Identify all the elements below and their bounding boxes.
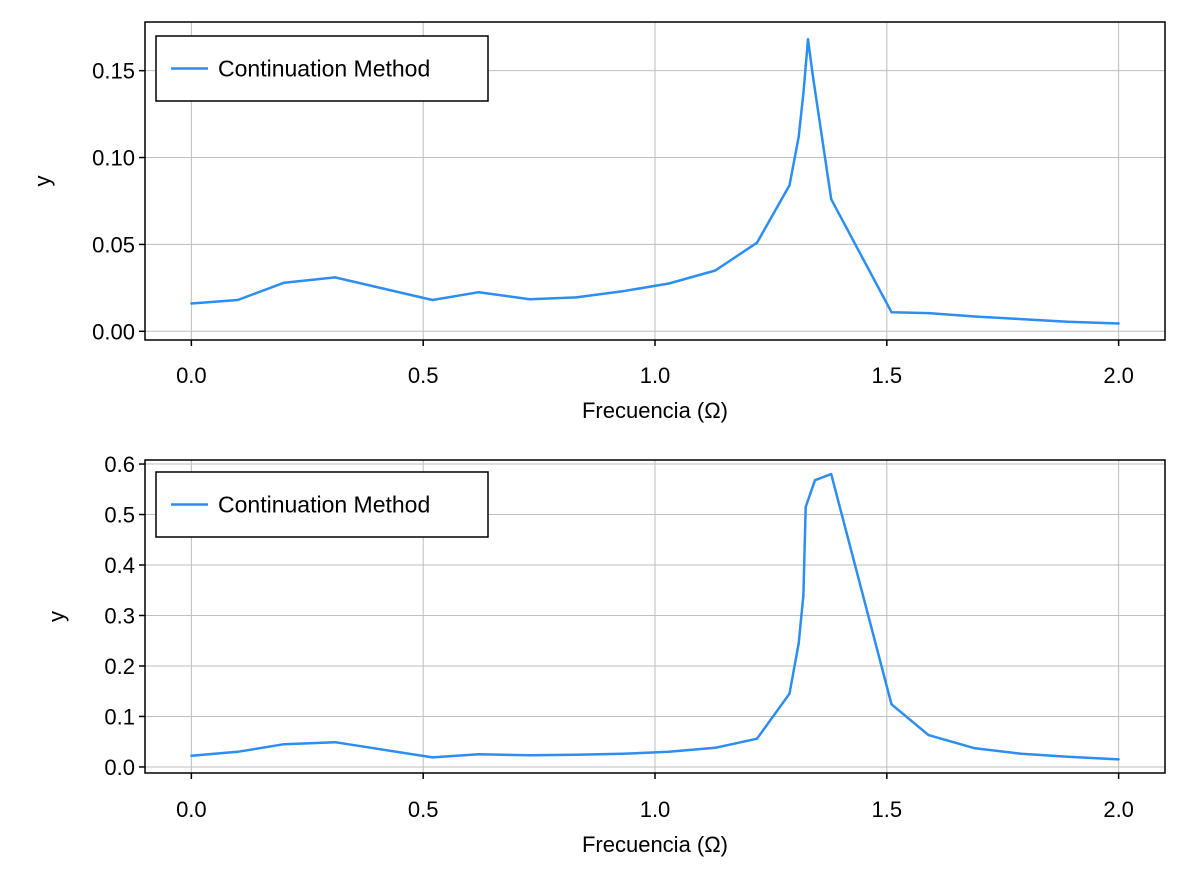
x-tick-label: 2.0 (1103, 797, 1134, 822)
y-axis-label: y (44, 611, 69, 622)
data-point (1117, 322, 1120, 325)
data-point (574, 296, 578, 299)
data-point (282, 281, 286, 284)
series-line (191, 38, 1119, 325)
y-tick-label: 0.0 (104, 755, 135, 780)
data-point (236, 298, 239, 302)
data-point (714, 269, 717, 272)
data-point (477, 291, 481, 294)
data-point (1020, 752, 1023, 756)
data-point (890, 310, 893, 314)
x-tick-label: 1.5 (872, 363, 903, 388)
data-point (528, 297, 532, 301)
data-point (788, 692, 791, 695)
data-point (802, 92, 805, 95)
data-point (333, 276, 337, 279)
y-tick-label: 0.05 (92, 232, 135, 257)
legend: Continuation Method (155, 471, 489, 538)
x-axis-label: Frecuencia (Ω) (582, 398, 728, 423)
y-tick-label: 0.6 (104, 452, 135, 477)
y-tick-label: 0.2 (104, 654, 135, 679)
y-tick-label: 0.15 (92, 59, 135, 84)
data-point (927, 311, 930, 315)
data-point (1117, 758, 1120, 761)
x-tick-label: 0.0 (176, 363, 207, 388)
y-tick-label: 0.5 (104, 503, 135, 528)
legend-box (155, 471, 489, 538)
data-point (755, 737, 759, 740)
data-point (813, 478, 817, 482)
data-point (804, 505, 807, 509)
x-tick-label: 0.0 (176, 797, 207, 822)
data-point (621, 290, 624, 293)
data-point (802, 594, 805, 597)
y-tick-label: 0.1 (104, 704, 135, 729)
data-point (890, 703, 893, 706)
legend-label: Continuation Method (218, 492, 430, 518)
data-point (973, 315, 977, 318)
data-point (1066, 320, 1069, 323)
y-tick-label: 0.3 (104, 603, 135, 628)
data-point (829, 198, 833, 201)
legend-box (155, 35, 489, 102)
data-point (829, 472, 833, 476)
data-point (927, 733, 930, 737)
legend-label: Continuation Method (218, 56, 430, 82)
data-point (190, 754, 193, 758)
data-point (797, 642, 800, 645)
data-point (236, 750, 239, 753)
chart-2: 0.0 0.5 1.0 1.5 2.0 0.0 0.1 0.2 0.3 0.4 0.5 0.6 Frec… (44, 452, 1166, 857)
x-tick-label: 0.5 (408, 797, 439, 822)
data-point (190, 302, 193, 305)
data-point (811, 72, 814, 76)
x-tick-label: 1.0 (640, 363, 671, 388)
data-point (755, 241, 759, 244)
data-point (282, 743, 286, 746)
data-point (973, 747, 977, 750)
data-point (1066, 755, 1069, 759)
y-axis-label: y (30, 176, 55, 187)
data-point (528, 754, 532, 757)
data-point (621, 752, 624, 756)
y-tick-label: 0.10 (92, 146, 135, 171)
data-point (333, 741, 337, 744)
x-tick-label: 0.5 (408, 363, 439, 388)
x-axis-label: Frecuencia (Ω) (582, 832, 728, 857)
legend: Continuation Method (155, 35, 489, 102)
x-tick-label: 2.0 (1103, 363, 1134, 388)
data-point (431, 756, 434, 759)
data-point (667, 282, 671, 285)
chart-1: 0.0 0.5 1.0 1.5 2.0 0.00 0.05 0.10 0.15 Frecuenci… (30, 21, 1166, 423)
data-point (797, 135, 800, 138)
series-line (191, 472, 1119, 761)
data-point (667, 750, 671, 753)
data-point (788, 184, 791, 187)
data-point (431, 298, 434, 302)
y-tick-label: 0.00 (92, 319, 135, 344)
data-point (477, 753, 481, 756)
y-tick-label: 0.4 (104, 553, 135, 578)
data-point (714, 746, 717, 749)
x-tick-label: 1.5 (872, 797, 903, 822)
data-point (1020, 317, 1023, 321)
x-tick-label: 1.0 (640, 797, 671, 822)
data-point (806, 38, 810, 41)
data-point (574, 753, 578, 757)
